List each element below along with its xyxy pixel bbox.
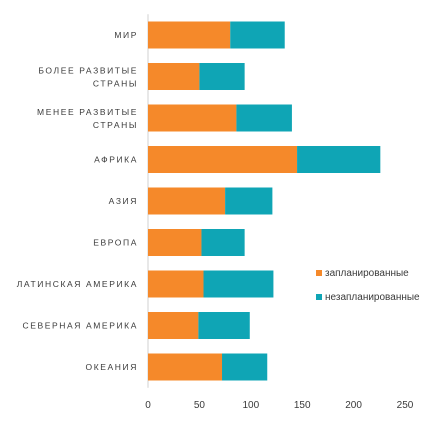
bar-unplanned-8 (222, 353, 268, 381)
category-label-2: МЕНЕЕ РАЗВИТЫЕ СТРАНЫ (37, 107, 138, 130)
x-tick-label-1: 50 (194, 400, 206, 411)
bar-unplanned-4 (225, 187, 273, 215)
x-tick-label-5: 250 (397, 400, 414, 411)
bars-layer (148, 21, 381, 381)
bar-planned-2 (148, 104, 237, 132)
x-tick-label-2: 100 (242, 400, 259, 411)
bar-planned-7 (148, 312, 199, 339)
category-label-8: ОКЕАНИЯ (86, 362, 139, 372)
legend-swatch-planned (316, 270, 322, 276)
bar-planned-8 (148, 353, 223, 381)
bar-unplanned-5 (201, 229, 245, 256)
bar-planned-4 (148, 187, 226, 215)
bar-planned-5 (148, 229, 202, 256)
bar-unplanned-7 (198, 312, 250, 339)
bar-planned-3 (148, 146, 298, 173)
legend: запланированные незапланированные (316, 268, 420, 303)
category-label-6: ЛАТИНСКАЯ АМЕРИКА (17, 279, 138, 289)
category-label-0: МИР (114, 30, 138, 40)
category-label-4: АЗИЯ (109, 196, 138, 206)
legend-swatch-unplanned (316, 294, 322, 300)
category-label-3: АФРИКА (94, 155, 138, 165)
legend-label-planned: запланированные (325, 268, 409, 279)
x-tick-labels: 0 50 100 150 200 250 (145, 400, 414, 411)
category-label-1: БОЛЕЕ РАЗВИТЫЕ СТРАНЫ (38, 66, 138, 89)
legend-label-unplanned: незапланированные (325, 292, 420, 303)
x-tick-label-0: 0 (145, 400, 151, 411)
bar-unplanned-6 (203, 270, 274, 298)
x-tick-label-4: 200 (345, 400, 362, 411)
category-labels: МИР БОЛЕЕ РАЗВИТЫЕ СТРАНЫ МЕНЕЕ РАЗВИТЫЕ СТР… (17, 30, 139, 372)
x-tick-label-3: 150 (294, 400, 311, 411)
bar-unplanned-0 (230, 21, 285, 49)
bar-unplanned-2 (236, 104, 292, 132)
bar-unplanned-3 (297, 146, 381, 173)
category-label-5: ЕВРОПА (93, 238, 138, 248)
bar-planned-6 (148, 270, 204, 298)
bar-planned-0 (148, 21, 231, 49)
bar-planned-1 (148, 63, 200, 90)
category-label-7: СЕВЕРНАЯ АМЕРИКА (22, 321, 138, 331)
bar-unplanned-1 (199, 63, 245, 90)
